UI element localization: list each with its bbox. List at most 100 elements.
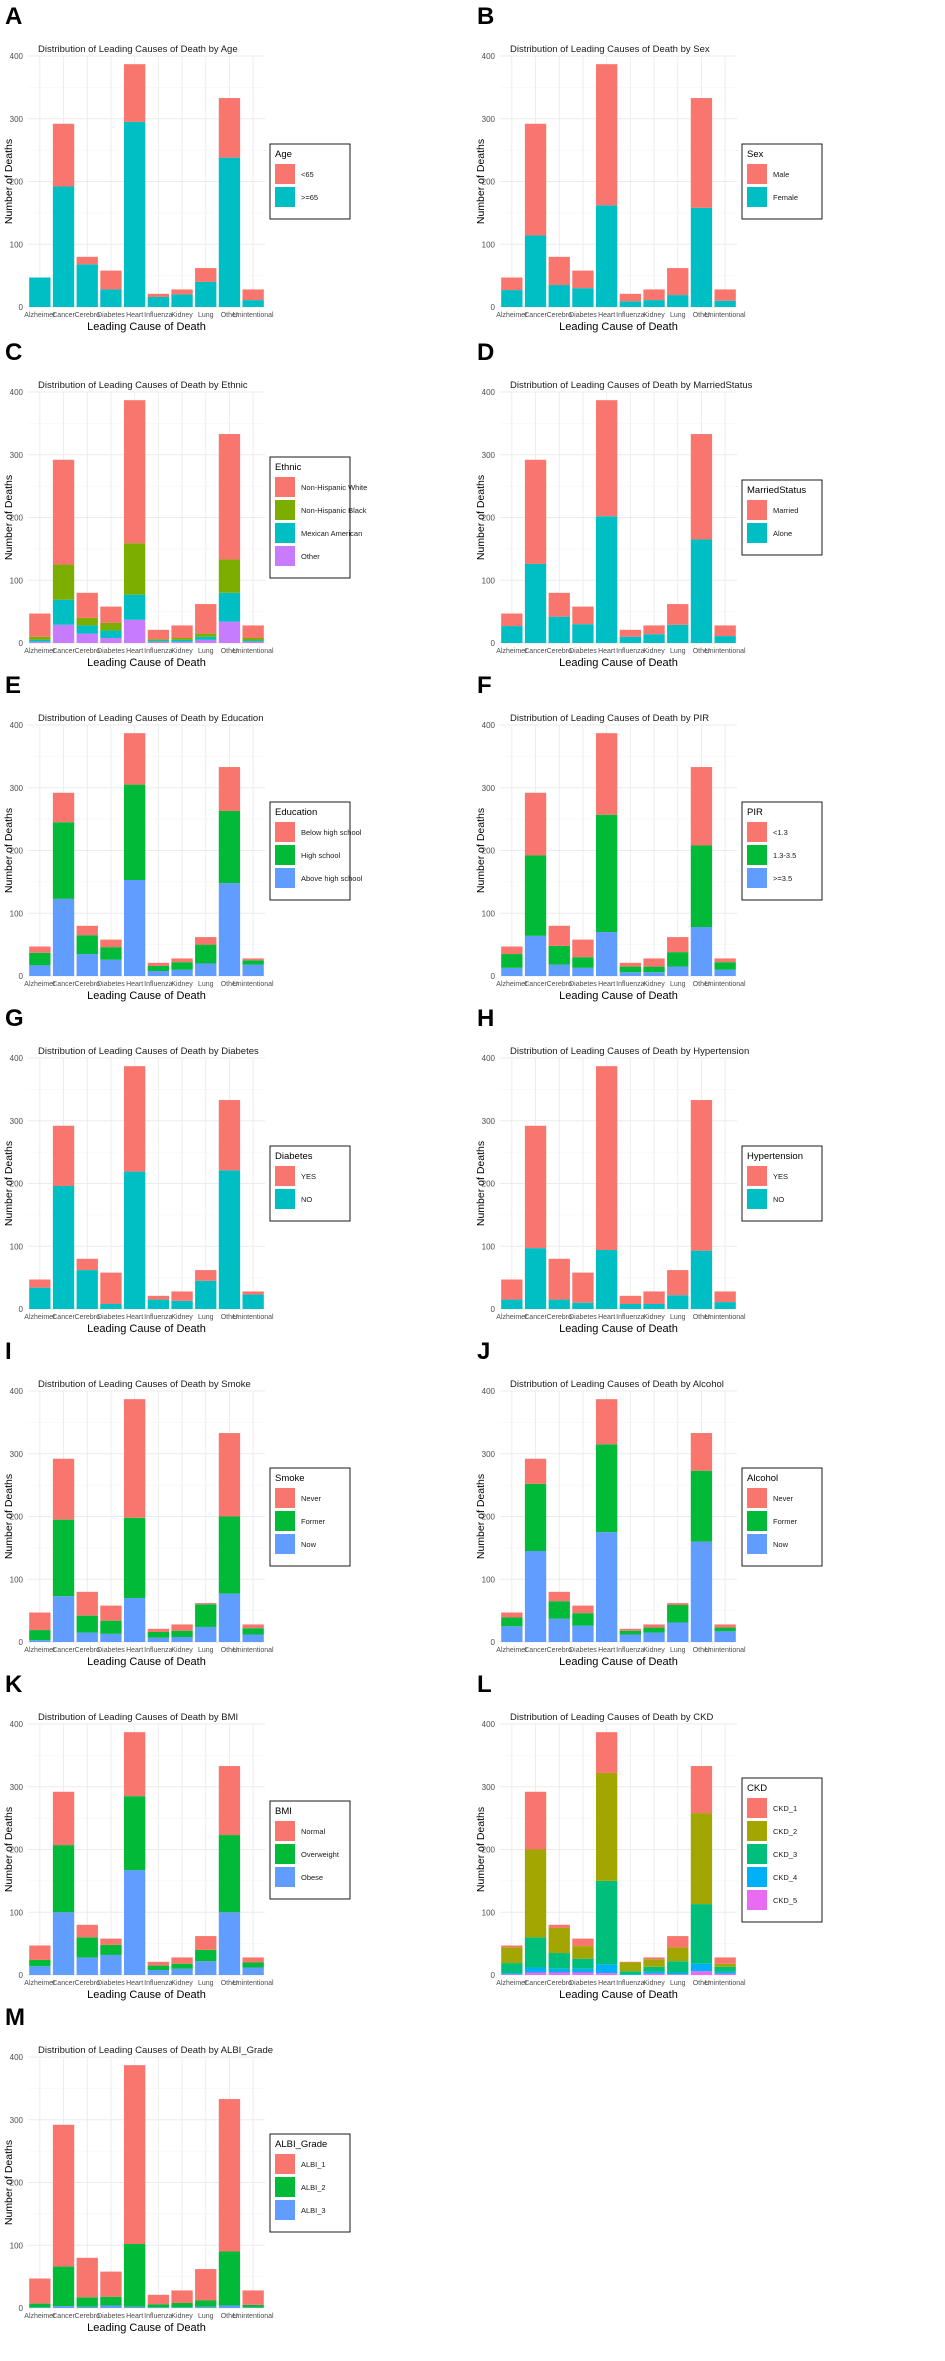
bar-segment-diabetes-0 — [100, 1605, 122, 1621]
bar-segment-heart-1 — [123, 784, 146, 880]
bar-segment-kidney-4 — [643, 1973, 665, 1975]
y-tick-label: 100 — [482, 1908, 496, 1917]
legend-label: Overweight — [301, 1850, 340, 1859]
bar-segment-heart-1 — [123, 1171, 146, 1309]
bar-segment-alzheimer-1 — [29, 1630, 51, 1641]
bar-segment-unintentional-0 — [242, 1291, 264, 1295]
x-tick-label: Heart — [126, 1980, 143, 1987]
y-tick-label: 200 — [482, 1180, 496, 1189]
bar-segment-influenza-1 — [619, 636, 642, 643]
x-tick-label: Diabetes — [569, 1980, 597, 1987]
y-tick-label: 0 — [491, 303, 496, 312]
bar-segment-heart-0 — [595, 400, 618, 517]
x-tick-label: Cerebro — [547, 981, 572, 988]
bar-segment-cerebro-0 — [548, 1258, 570, 1300]
y-tick-label: 100 — [10, 909, 24, 918]
bar-segment-lung-2 — [195, 2306, 217, 2308]
legend-label: Never — [301, 1494, 322, 1503]
bar-segment-lung-0 — [667, 1270, 689, 1296]
bar-segment-heart-3 — [595, 1964, 618, 1974]
legend-label: Normal — [301, 1827, 326, 1836]
bar-segment-influenza-2 — [147, 1969, 170, 1975]
bar-segment-influenza-1 — [147, 1299, 170, 1309]
bar-segment-cancer-1 — [52, 2266, 75, 2307]
bars — [501, 1066, 736, 1309]
y-tick-label: 400 — [482, 52, 496, 61]
bar-segment-influenza-1 — [147, 2304, 170, 2308]
bar-segment-cancer-1 — [52, 1845, 75, 1913]
y-tick-label: 0 — [19, 1971, 24, 1980]
x-tick-label: Heart — [598, 1647, 615, 1654]
bar-segment-lung-0 — [667, 937, 689, 953]
legend-swatch — [275, 2177, 295, 2197]
legend-swatch — [275, 187, 295, 207]
bar-segment-cerebro-2 — [76, 1957, 98, 1975]
bar-segment-influenza-0 — [619, 1961, 642, 1963]
bar-segment-cerebro-1 — [76, 264, 98, 307]
legend-swatch — [275, 1511, 295, 1531]
bar-segment-cerebro-0 — [548, 1924, 570, 1928]
x-tick-label: Cancer — [524, 312, 547, 319]
bars — [29, 1399, 264, 1642]
bar-segment-kidney-1 — [171, 1300, 193, 1309]
bar-segment-diabetes-2 — [100, 630, 122, 638]
bar-segment-alzheimer-1 — [501, 954, 523, 968]
bar-segment-unintentional-1 — [242, 1294, 264, 1309]
y-tick-label: 0 — [491, 1971, 496, 1980]
panel-d: D Distribution of Leading Causes of Death… — [475, 339, 823, 669]
legend-label: Alone — [773, 529, 792, 538]
bar-segment-kidney-0 — [643, 1957, 665, 1960]
x-tick-label: Heart — [598, 648, 615, 655]
bar-segment-other-2 — [690, 1541, 713, 1642]
legend-label: Below high school — [301, 828, 362, 837]
x-axis-title: Leading Cause of Death — [559, 657, 678, 669]
x-tick-label: Other — [221, 2313, 239, 2320]
bar-segment-influenza-0 — [619, 962, 642, 967]
bar-segment-diabetes-2 — [572, 1958, 594, 1969]
bar-segment-lung-1 — [195, 633, 217, 637]
bar-segment-lung-1 — [667, 1604, 689, 1623]
panel-a: A Distribution of Leading Causes of Death… — [3, 3, 351, 333]
x-tick-label: Cerebro — [547, 648, 572, 655]
y-tick-label: 100 — [482, 909, 496, 918]
bar-segment-lung-0 — [195, 1936, 217, 1950]
panel-letter: F — [477, 672, 492, 699]
bar-segment-unintentional-2 — [714, 969, 736, 976]
bar-segment-kidney-2 — [171, 969, 193, 976]
legend-label: <65 — [301, 170, 314, 179]
x-tick-label: Lung — [670, 1314, 686, 1321]
legend-label: Other — [301, 552, 320, 561]
bar-segment-other-1 — [690, 845, 713, 928]
legend-swatch — [747, 1844, 767, 1864]
x-tick-label: Cancer — [52, 2313, 75, 2320]
bar-segment-kidney-1 — [171, 1630, 193, 1637]
bar-segment-lung-1 — [195, 1949, 217, 1962]
panel-letter: A — [5, 3, 22, 30]
bar-segment-cancer-2 — [524, 1937, 547, 1968]
legend-swatch — [275, 1166, 295, 1186]
bar-segment-diabetes-0 — [572, 1938, 594, 1947]
bar-segment-cancer-0 — [52, 123, 75, 187]
bar-segment-heart-0 — [595, 1732, 618, 1773]
legend-swatch — [275, 868, 295, 888]
x-tick-label: Diabetes — [97, 1647, 125, 1654]
bar-segment-lung-1 — [195, 2300, 217, 2307]
bar-segment-kidney-2 — [171, 2307, 193, 2308]
bar-segment-other-3 — [218, 621, 241, 643]
legend-swatch — [275, 2200, 295, 2220]
x-tick-label: Influenza — [616, 1647, 645, 1654]
bar-segment-cerebro-2 — [76, 1632, 98, 1642]
x-tick-label: Alzheimer — [24, 1980, 56, 1987]
y-tick-label: 200 — [10, 1513, 24, 1522]
y-tick-label: 100 — [482, 1575, 496, 1584]
bar-segment-cerebro-0 — [548, 1591, 570, 1602]
x-tick-label: Lung — [198, 648, 214, 655]
bar-segment-kidney-2 — [171, 639, 193, 642]
bar-segment-kidney-0 — [171, 1624, 193, 1631]
x-tick-label: Other — [221, 312, 239, 319]
bar-segment-heart-0 — [123, 1732, 146, 1797]
x-tick-label: Heart — [126, 1314, 143, 1321]
bar-segment-kidney-1 — [643, 1959, 665, 1967]
x-axis-title: Leading Cause of Death — [559, 1323, 678, 1335]
